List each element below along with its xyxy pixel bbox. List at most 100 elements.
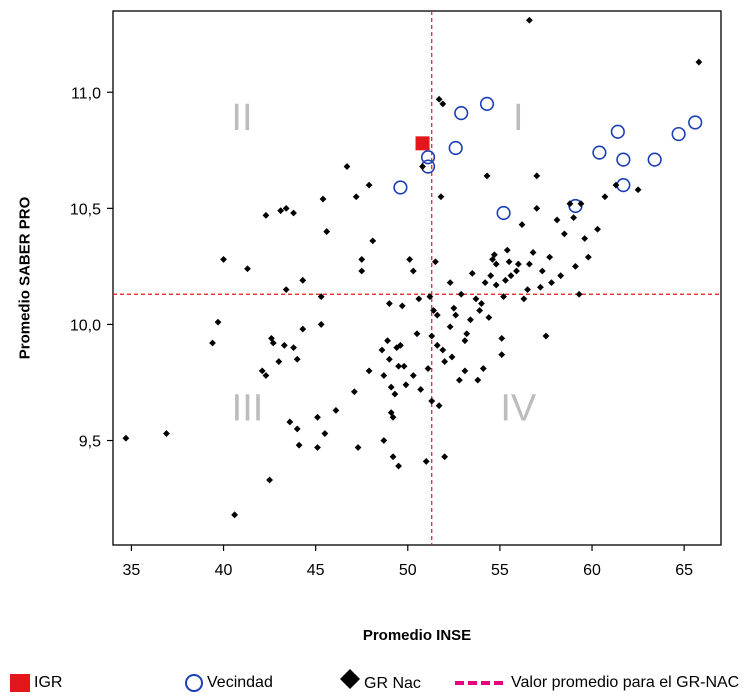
gr-nac-point [524, 286, 531, 294]
gr-nac-point [268, 334, 275, 342]
gr-nac-point [275, 358, 283, 365]
gr-nac-point [290, 209, 297, 217]
gr-nac-point [505, 258, 513, 266]
gr-nac-point [332, 406, 340, 414]
legend-item-gr-nac: GR Nac [340, 669, 421, 694]
gr-nac-point [295, 441, 303, 449]
x-tick-label: 50 [399, 562, 417, 579]
gr-nac-point [514, 260, 522, 268]
gr-nac-point [163, 430, 170, 437]
gr-nac-point [529, 249, 537, 256]
red-square-marker-icon [10, 674, 30, 692]
gr-nac-point [282, 286, 290, 294]
gr-nac-point [446, 323, 454, 331]
data-points [122, 16, 703, 519]
gr-nac-point [584, 253, 592, 261]
gr-nac-point [244, 265, 251, 273]
gr-nac-point [500, 293, 507, 300]
gr-nac-point [581, 235, 589, 242]
gr-nac-point [492, 281, 500, 289]
vecindad-point [688, 115, 703, 130]
gr-nac-point [314, 413, 321, 421]
gr-nac-point [428, 397, 436, 405]
gr-nac-point [422, 458, 430, 465]
gr-nac-point [463, 330, 471, 338]
vecindad-point [592, 145, 607, 160]
vecindad-point [496, 205, 511, 221]
gr-nac-point [490, 251, 498, 259]
gr-nac-point [507, 272, 515, 280]
gr-nac-point [387, 409, 395, 417]
gr-nac-point [498, 334, 506, 342]
gr-nac-point [424, 365, 432, 372]
gr-nac-point [299, 276, 307, 284]
legend: IGR Vecindad GR Nac Valor promedio para … [0, 668, 754, 699]
legend-label-igr: IGR [34, 674, 63, 691]
gr-nac-point [354, 444, 362, 451]
gr-nac-point [350, 388, 358, 396]
gr-nac-point [566, 200, 574, 208]
gr-nac-point [282, 204, 290, 212]
gr-nac-point [395, 362, 402, 370]
gr-nac-point [385, 355, 393, 363]
vecindad-point [420, 150, 436, 165]
legend-item-vecindad: Vecindad [185, 674, 273, 692]
gr-nac-point [395, 462, 402, 470]
gr-nac-point [428, 332, 436, 340]
gr-nac-point [542, 332, 550, 340]
gr-nac-point [406, 256, 414, 263]
legend-label-vecindad: Vecindad [207, 674, 273, 691]
quadrant-label-iii: III [232, 387, 264, 429]
gr-nac-point [520, 295, 528, 303]
gr-nac-point [358, 256, 366, 263]
legend-label-mean-line: Valor promedio para el GR-NAC [511, 674, 740, 691]
gr-nac-point [352, 193, 360, 201]
gr-nac-point [457, 290, 465, 298]
gr-nac-point [461, 367, 469, 375]
gr-nac-point [402, 381, 410, 389]
gr-nac-point [290, 344, 297, 352]
gr-nac-point [553, 216, 561, 224]
gr-nac-point [572, 262, 579, 270]
gr-nac-point [317, 321, 325, 328]
gr-nac-point [483, 172, 491, 180]
gr-nac-point [612, 181, 620, 189]
gr-nac-point [293, 355, 301, 363]
gr-nac-point [269, 339, 277, 347]
x-tick-label: 35 [123, 562, 141, 579]
gr-nac-point [468, 269, 476, 277]
y-tick-label: 11,0 [71, 85, 101, 102]
gr-nac-point [413, 330, 421, 338]
gr-nac-point [467, 316, 474, 324]
gr-nac-point [389, 413, 397, 421]
gr-nac-point [398, 302, 406, 310]
gr-nac-point [435, 95, 443, 103]
igr-point [415, 136, 430, 151]
gr-nac-point [389, 453, 397, 461]
gr-nac-point [503, 246, 511, 254]
legend-label-gr-nac: GR Nac [364, 675, 421, 692]
gr-nac-point [525, 16, 533, 24]
gr-nac-point [479, 365, 487, 372]
gr-nac-point [441, 453, 449, 461]
gr-nac-point [455, 376, 463, 384]
axes: 35 40 45 50 55 60 65 9,5 10,0 10,5 11,0 [70, 85, 693, 579]
y-tick-label: 9,5 [79, 434, 101, 451]
gr-nac-point [380, 437, 388, 444]
gr-nac-point [461, 337, 469, 345]
gr-nac-point [365, 367, 373, 375]
gr-nac-point [492, 260, 500, 268]
gr-nac-point [209, 339, 216, 347]
gr-nac-point [358, 267, 366, 275]
x-tick-label: 45 [307, 562, 325, 579]
gr-nac-point [277, 207, 285, 215]
gr-nac-point [378, 346, 386, 354]
dashed-line-icon [455, 681, 503, 685]
gr-nac-point [478, 300, 485, 307]
reference-lines [113, 11, 721, 545]
gr-nac-point [231, 511, 238, 519]
vecindad-point [393, 180, 408, 195]
gr-nac-point [409, 372, 417, 379]
